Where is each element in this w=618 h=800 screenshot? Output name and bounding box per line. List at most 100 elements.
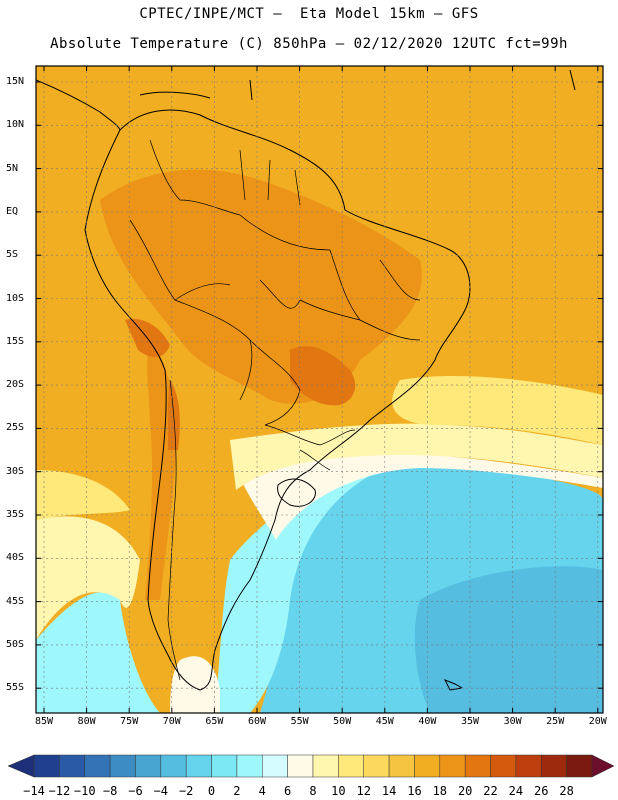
mild-band (236, 453, 603, 540)
colorbar-label: 26 (534, 784, 549, 798)
colorbar-label: −6 (128, 784, 143, 798)
colorbar-swatch (338, 754, 364, 778)
colorbar-swatch (262, 754, 288, 778)
colorbar-label: −2 (178, 784, 194, 798)
colorbar (7, 754, 615, 778)
colorbar-label: 22 (483, 784, 498, 798)
latitude-label: 30S (6, 465, 25, 477)
title-line-2: Absolute Temperature (C) 850hPa – 02/12/… (50, 36, 568, 52)
colorbar-swatch (439, 754, 466, 778)
longitude-label: 45W (375, 716, 394, 727)
temperature-field (36, 66, 603, 713)
colorbar-label: 0 (207, 784, 216, 798)
colorbar-swatch (160, 754, 187, 778)
colorbar-swatch (33, 754, 60, 778)
colorbar-swatch (287, 754, 314, 778)
colorbar-swatch (464, 754, 491, 778)
latitude-label: 40S (6, 552, 25, 564)
latitude-label: 20S (6, 379, 25, 391)
longitude-label: 85W (34, 716, 54, 727)
border-bolivia (174, 299, 253, 401)
colorbar-label: 18 (432, 784, 448, 798)
colorbar-label: 28 (559, 784, 574, 798)
very-hot-brazil (290, 346, 356, 406)
longitude-label: 50W (333, 716, 352, 727)
colorbar-swatch (312, 754, 339, 778)
border-paraguay (249, 339, 301, 426)
warmer-band-west (36, 470, 130, 520)
border-guianas (239, 149, 301, 206)
colorbar-label: 12 (356, 784, 371, 798)
latitude-label: 45S (6, 595, 25, 607)
colorbar-label: 8 (309, 784, 317, 798)
longitude-label: 40W (418, 716, 437, 727)
longitude-label: 65W (205, 716, 224, 727)
colorbar-label: 4 (258, 784, 266, 798)
south-america-coastline (84, 109, 471, 691)
border-argentina-chile (167, 379, 181, 681)
colorbar-label: 24 (508, 784, 524, 798)
colorbar-swatch (236, 754, 263, 778)
longitude-label: 25W (546, 716, 565, 727)
longitude-label: 55W (290, 716, 309, 727)
colorbar-swatch (566, 754, 593, 778)
caribbean-islands (139, 69, 576, 101)
longitude-label: 70W (162, 716, 181, 727)
colorbar-swatch (84, 754, 111, 778)
latitude-label: 55S (6, 682, 25, 694)
colorbar-swatch (363, 754, 390, 778)
colorbar-over-arrow (591, 754, 615, 778)
border-colombia-venezuela (149, 139, 241, 216)
colorbar-label: −4 (153, 784, 169, 798)
border-uruguay (299, 449, 331, 471)
colorbar-label: −14 (23, 784, 45, 798)
border-argentina-brazil (264, 424, 356, 446)
rio-de-la-plata (277, 478, 316, 507)
title-line-1: CPTEC/INPE/MCT – Eta Model 15km – GFS (139, 6, 479, 22)
brazil-states (239, 214, 421, 341)
longitude-label: 20W (588, 716, 607, 727)
colorbar-swatch (109, 754, 136, 778)
latitude-label: EQ (6, 205, 19, 217)
colorbar-label: 20 (457, 784, 473, 798)
colorbar-swatch (59, 754, 85, 778)
axis-ticks (36, 66, 603, 713)
colorbar-swatch (135, 754, 162, 778)
longitude-label: 60W (247, 716, 267, 727)
coastlines (36, 69, 576, 691)
mild-band-south (170, 656, 220, 713)
longitude-label: 75W (120, 716, 139, 727)
colorbar-label: 6 (284, 784, 292, 798)
very-cold-ocean-southeast (414, 566, 603, 713)
colorbar-swatch (515, 754, 542, 778)
latitude-label: 15N (6, 76, 25, 87)
cool-ocean (215, 470, 380, 713)
colorbar-under-arrow (7, 754, 35, 778)
colorbar-label: 16 (407, 784, 422, 798)
colorbar-swatch (211, 754, 238, 778)
colorbar-swatch (388, 754, 415, 778)
colorbar-label: −10 (73, 784, 96, 798)
latitude-label: 5N (6, 162, 19, 174)
country-borders (129, 139, 421, 681)
border-peru-brazil (129, 219, 231, 301)
latitude-label: 50S (6, 638, 25, 650)
latitude-label: 10S (6, 292, 25, 304)
colorbar-swatch (185, 754, 212, 778)
colorbar-label: 10 (331, 784, 346, 798)
colorbar-swatch (490, 754, 517, 778)
hot-interior (100, 169, 422, 404)
colorbar-label: 14 (381, 784, 397, 798)
colorbar-swatch (414, 754, 441, 778)
latitude-label: 5S (6, 249, 19, 261)
colorbar-swatch (541, 754, 567, 778)
longitude-label: 30W (503, 716, 522, 727)
warm-band-pacific (36, 516, 140, 640)
colorbar-label: −12 (48, 784, 71, 798)
colorbar-label: −8 (102, 784, 118, 798)
colorbar-label: 2 (233, 784, 241, 798)
latitude-label: 10N (6, 119, 25, 131)
warm-band (230, 423, 603, 490)
latitude-label: 15S (6, 335, 25, 347)
